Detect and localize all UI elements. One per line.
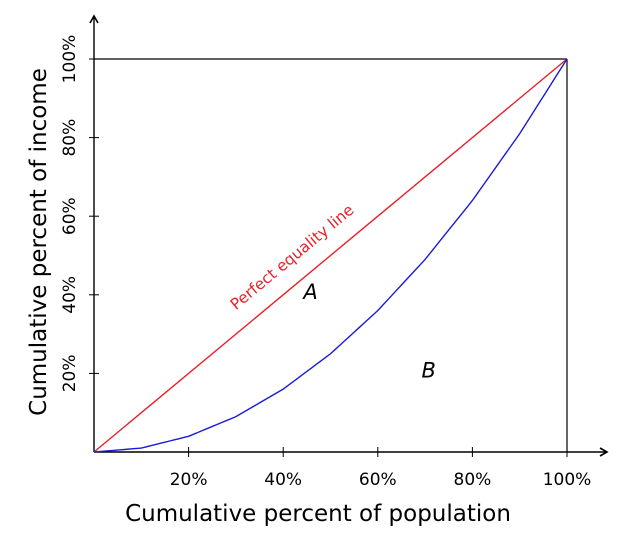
y-tick-label-40: 40% [60, 276, 80, 314]
x-tick-label-60: 60% [359, 470, 397, 490]
y-tick-label-100: 100% [60, 35, 80, 84]
y-axis-title: Cumulative percent of income [26, 68, 52, 416]
x-tick-label-100: 100% [543, 470, 592, 490]
x-axis-title: Cumulative percent of population [125, 501, 511, 527]
y-tick-label-80: 80% [60, 119, 80, 157]
y-tick-label-60: 60% [60, 197, 80, 235]
lorenz-curve [93, 58, 568, 453]
x-tick-label-40: 40% [264, 470, 302, 490]
region-label-b: B [422, 358, 436, 382]
y-tick-label-20: 20% [60, 355, 80, 393]
perfect-equality-line [93, 58, 568, 453]
region-label-a: A [301, 280, 317, 304]
x-tick-label-20: 20% [170, 470, 208, 490]
perfect-equality-line-label: Perfect equality line [227, 201, 357, 314]
x-tick-label-80: 80% [454, 470, 492, 490]
